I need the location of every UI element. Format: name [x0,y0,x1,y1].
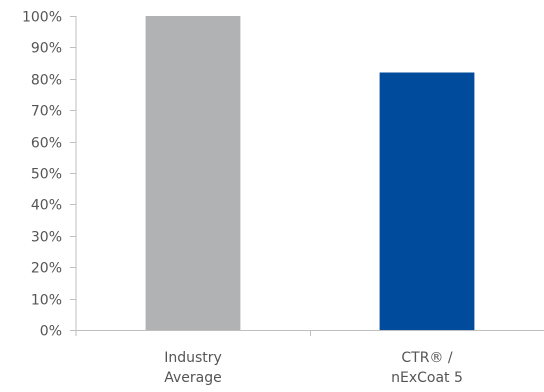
x-category-label: CTR® / [401,350,453,366]
y-tick-label: 0% [40,324,62,340]
bar [379,72,475,330]
x-axis [76,330,544,336]
y-tick-label: 60% [31,136,62,152]
y-tick-label: 10% [31,293,62,309]
y-tick-label: 80% [31,73,62,89]
y-tick-label: 40% [31,198,62,214]
category-labels: Industry Average CTR® / nExCoat 5 [164,350,463,386]
y-tick-label: 50% [31,167,62,183]
bar [145,16,241,330]
y-tick-label: 100% [22,10,62,26]
y-axis: 0% 10% 20% 30% 40% 50% 60% 70% 80% 90% 100% [22,10,77,340]
x-category-label: Average [164,370,222,386]
y-tick-label: 30% [31,230,62,246]
x-category-label: Industry [164,350,222,366]
y-tick-label: 70% [31,104,62,120]
x-category-label: nExCoat 5 [391,370,463,386]
bars [145,16,475,330]
y-tick-label: 90% [31,41,62,57]
y-tick-label: 20% [31,261,62,277]
